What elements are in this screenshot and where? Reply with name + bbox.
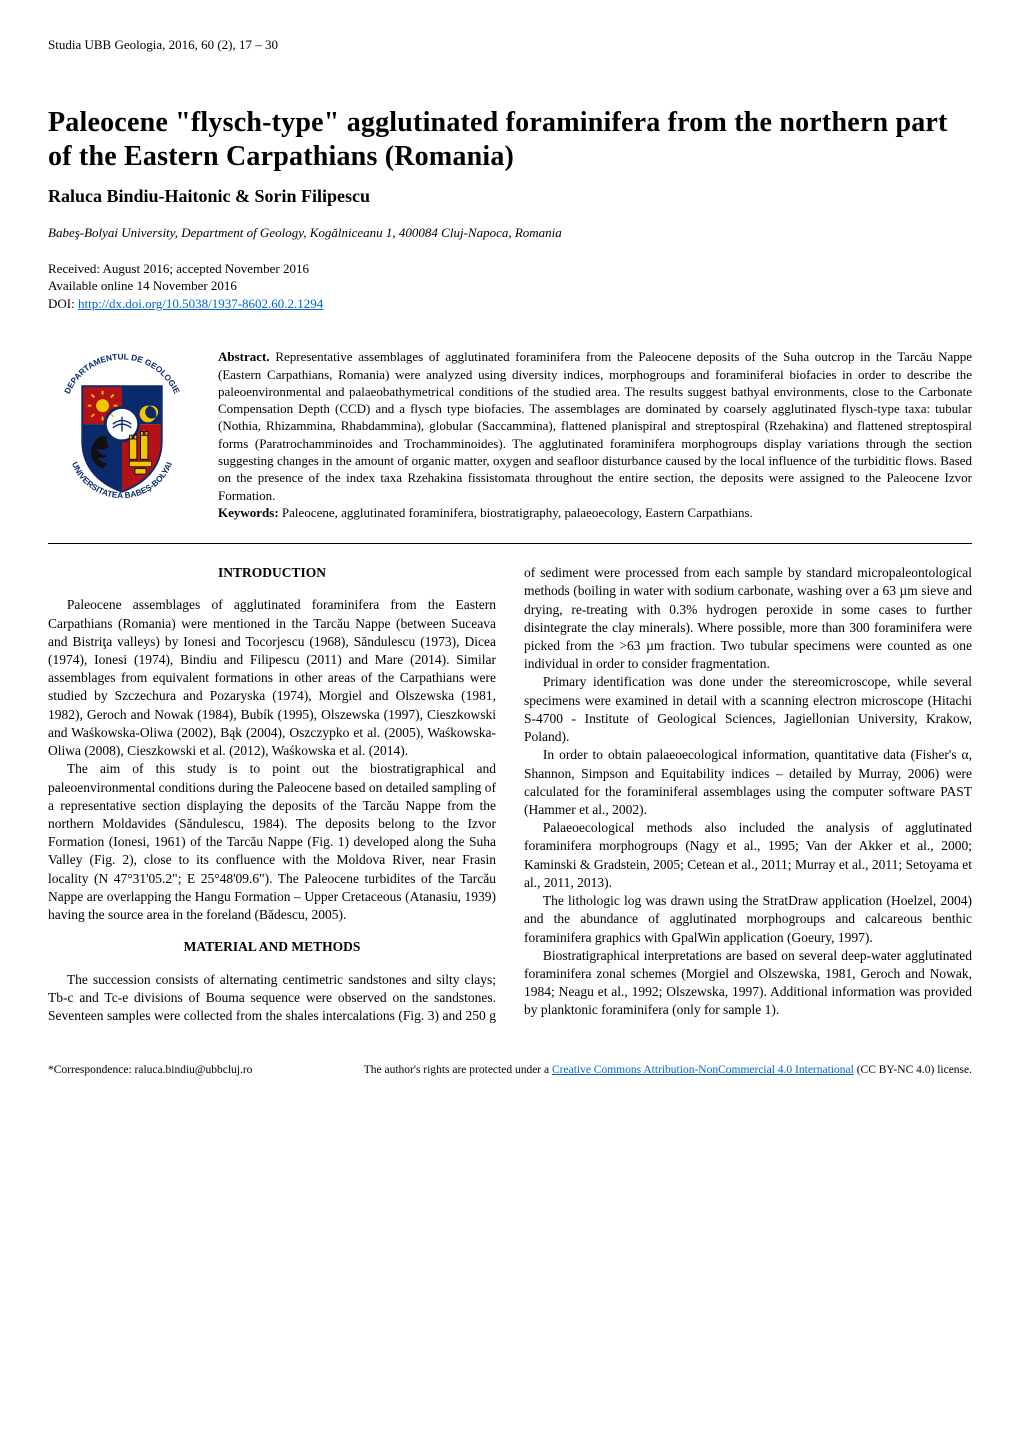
methods-paragraph: Biostratigraphical interpretations are b… bbox=[524, 947, 972, 1020]
abstract-body: Representative assemblages of agglutinat… bbox=[218, 349, 972, 502]
introduction-heading: INTRODUCTION bbox=[48, 564, 496, 582]
department-logo: DEPARTAMENTUL DE GEOLOGIE UNIVERSITATEA … bbox=[48, 348, 196, 514]
received-line: Received: August 2016; accepted November… bbox=[48, 260, 972, 278]
keywords-text: Paleocene, agglutinated foraminifera, bi… bbox=[282, 505, 753, 520]
methods-paragraph: The lithologic log was drawn using the S… bbox=[524, 892, 972, 947]
doi-line: DOI: http://dx.doi.org/10.5038/1937-8602… bbox=[48, 295, 972, 313]
correspondence-note: *Correspondence: raluca.bindiu@ubbcluj.r… bbox=[48, 1063, 252, 1079]
page-footer: *Correspondence: raluca.bindiu@ubbcluj.r… bbox=[48, 1063, 972, 1079]
available-line: Available online 14 November 2016 bbox=[48, 277, 972, 295]
license-suffix: (CC BY-NC 4.0) license. bbox=[854, 1064, 972, 1076]
license-link[interactable]: Creative Commons Attribution-NonCommerci… bbox=[552, 1064, 854, 1076]
methods-paragraph: Primary identification was done under th… bbox=[524, 673, 972, 746]
abstract-block: DEPARTAMENTUL DE GEOLOGIE UNIVERSITATEA … bbox=[48, 348, 972, 521]
shield-logo-icon: DEPARTAMENTUL DE GEOLOGIE UNIVERSITATEA … bbox=[48, 352, 196, 509]
methods-paragraph: In order to obtain palaeoecological info… bbox=[524, 746, 972, 819]
doi-link[interactable]: http://dx.doi.org/10.5038/1937-8602.60.2… bbox=[78, 296, 323, 311]
methods-heading: MATERIAL AND METHODS bbox=[48, 938, 496, 956]
introduction-paragraph: Paleocene assemblages of agglutinated fo… bbox=[48, 596, 496, 760]
section-divider bbox=[48, 543, 972, 544]
journal-running-header: Studia UBB Geologia, 2016, 60 (2), 17 – … bbox=[48, 36, 972, 54]
methods-paragraph: Palaeoecological methods also included t… bbox=[524, 819, 972, 892]
license-note: The author's rights are protected under … bbox=[364, 1063, 972, 1079]
keywords-label: Keywords: bbox=[218, 505, 279, 520]
article-info: Received: August 2016; accepted November… bbox=[48, 260, 972, 313]
body-columns: INTRODUCTION Paleocene assemblages of ag… bbox=[48, 564, 972, 1025]
introduction-paragraph: The aim of this study is to point out th… bbox=[48, 760, 496, 924]
license-prefix: The author's rights are protected under … bbox=[364, 1064, 552, 1076]
abstract-text: Abstract. Representative assemblages of … bbox=[218, 348, 972, 521]
article-affiliation: Babeş-Bolyai University, Department of G… bbox=[48, 224, 972, 242]
article-authors: Raluca Bindiu-Haitonic & Sorin Filipescu bbox=[48, 184, 972, 208]
doi-label: DOI: bbox=[48, 296, 78, 311]
abstract-label: Abstract. bbox=[218, 349, 270, 364]
article-title: Paleocene "flysch-type" agglutinated for… bbox=[48, 106, 972, 174]
